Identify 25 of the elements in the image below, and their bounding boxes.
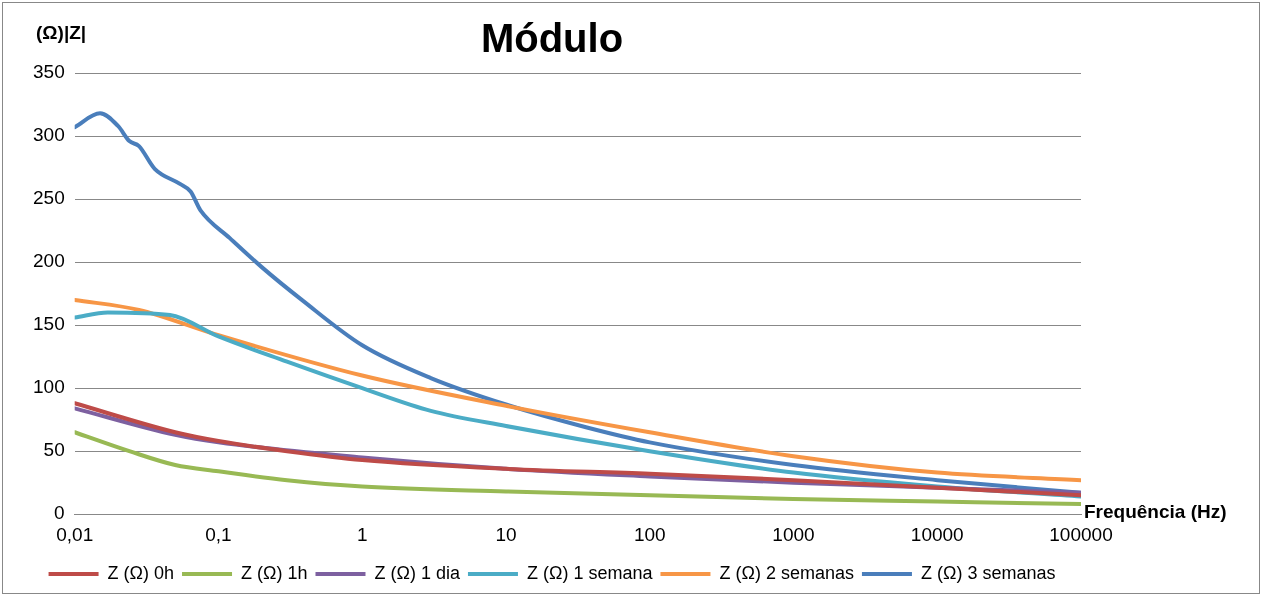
- legend-label: Z (Ω) 0h: [107, 562, 175, 583]
- y-tick-label: 50: [43, 439, 65, 461]
- x-tick-label: 10: [495, 523, 517, 545]
- legend-label: Z (Ω) 1h: [241, 562, 308, 583]
- y-axis-title: (Ω)|Z|: [36, 21, 87, 43]
- x-tick-label: 1: [356, 523, 368, 545]
- y-tick-label: 250: [33, 187, 65, 209]
- legend-label: Z (Ω) 2 semanas: [719, 562, 854, 583]
- x-tick-label: 100000: [1049, 523, 1113, 545]
- y-tick-label: 150: [33, 313, 65, 335]
- x-tick-label: 100: [633, 523, 666, 545]
- y-tick-label: 100: [33, 376, 65, 398]
- legend-label: Z (Ω) 1 dia: [374, 562, 461, 583]
- y-tick-label: 0: [54, 502, 65, 524]
- legend-label: Z (Ω) 1 semana: [526, 562, 654, 583]
- x-tick-label: 1000: [772, 523, 815, 545]
- y-tick-label: 350: [33, 61, 65, 83]
- x-tick-label: 0,1: [205, 523, 232, 545]
- y-tick-label: 300: [33, 124, 65, 146]
- x-tick-label: 0,01: [56, 523, 94, 545]
- x-tick-label: 10000: [910, 523, 964, 545]
- legend-label: Z (Ω) 3 semanas: [920, 562, 1056, 583]
- y-tick-label: 200: [33, 250, 65, 272]
- chart-title: Módulo: [480, 16, 624, 61]
- x-axis-title: Frequência (Hz): [1084, 501, 1227, 523]
